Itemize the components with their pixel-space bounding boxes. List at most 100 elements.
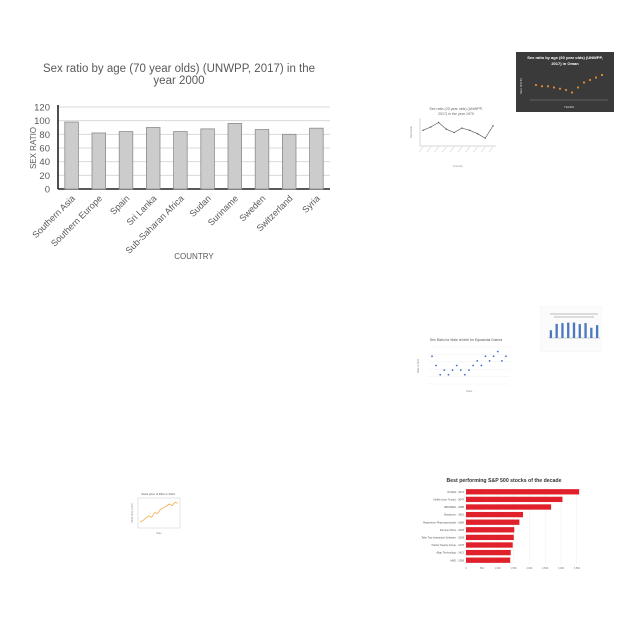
thumb-point (463, 373, 466, 376)
y-tick-label: 80 (39, 130, 50, 141)
thumb-x-axis-title: Years (466, 389, 473, 393)
bar (309, 127, 324, 190)
thumb-y-axis-title: Sex Ratio (409, 126, 413, 139)
y-tick-label: 40 (39, 157, 50, 168)
x-tick-label: Sudan (188, 193, 213, 218)
thumb-x-tick-label: 500 (480, 567, 485, 570)
bar (254, 129, 270, 190)
thumb-point (576, 86, 580, 89)
thumb-x-tick-label: 0 (465, 567, 467, 570)
thumb-bar (466, 527, 515, 533)
oman-scatter-thumbnail: Sex ratio by age (60 year olds) (UNWPP, 2… (516, 52, 614, 112)
thumb-bar (466, 542, 513, 548)
thumb-category-label: ABIOMED - 2688 (444, 505, 465, 509)
thumb-tick-mark (481, 146, 486, 153)
thumb-point (451, 369, 454, 372)
thumb-bar (466, 534, 514, 541)
thumb-tick-mark (442, 146, 447, 153)
male-population-chart-svg (539, 305, 603, 353)
thumb-y-axis-title: Stock Price (USD) (131, 503, 134, 523)
thumb-background (516, 52, 614, 112)
thumb-series-line (422, 122, 494, 139)
thumb-x-tick-label: 3,000 (558, 567, 565, 570)
thumb-point (430, 126, 432, 128)
chart-title-line: year 2000 (153, 75, 204, 87)
thumb-tick-mark (488, 146, 494, 153)
thumb-bar (595, 325, 599, 338)
thumb-point (435, 364, 438, 367)
thumb-bar (466, 549, 511, 556)
pg-stock-chart-svg: Stock price of P&G in 2013 Date Stock Pric… (131, 492, 181, 535)
thumb-category-label: Take Two Interactive Software - 1509 (421, 536, 464, 540)
thumb-point (422, 129, 424, 132)
thumb-category-label: Tractor Supply Group - 1475 (431, 543, 464, 547)
oman-chart-svg: Sex ratio by age (60 year olds) (UNWPP,2… (516, 52, 614, 112)
png-stock-line-thumbnail: Stock price of P&G in 2013 Date Stock Pric… (130, 490, 182, 536)
thumb-series-line (139, 501, 179, 523)
thumb-point (552, 86, 556, 89)
sp500-chart-svg: Best performing S&P 500 stocks of the de… (421, 478, 581, 570)
thumb-point (570, 91, 574, 94)
thumb-y-axis-title: Male at birth (416, 358, 420, 373)
thumb-point (540, 85, 544, 88)
chart-title-line: Sex ratio by age (70 year olds) (UNWPP, … (43, 63, 315, 75)
thumb-tick-mark (434, 146, 439, 153)
thumb-bar (466, 489, 580, 495)
thumb-bar (567, 322, 570, 338)
thumb-title: Best performing S&P 500 stocks of the de… (447, 478, 562, 484)
thumb-point (600, 73, 604, 77)
y-axis-title: SEX RATIO (29, 127, 38, 169)
thumb-y-axis-title: SEX RATIO (519, 77, 523, 93)
thumb-category-label: Netflix (now Trump) - 3047 (433, 498, 464, 502)
thumb-tick-mark (473, 146, 478, 153)
y-tick-label: 120 (34, 103, 50, 114)
line-1970-thumbnail: Sex ratio (20 year olds) (UNWPP, 2017) in… (408, 104, 500, 174)
thumb-point (476, 132, 479, 135)
thumb-x-tick-label: 3,500 (574, 567, 581, 570)
thumb-point (594, 76, 598, 79)
thumb-title: Sex ratio by age (60 year olds) (UNWPP, (527, 55, 603, 60)
thumb-point (455, 364, 458, 367)
x-axis-title: COUNTRY (174, 252, 214, 261)
y-tick-label: 0 (45, 185, 50, 196)
thumb-point (480, 364, 483, 367)
male-population-bar-thumbnail (539, 305, 603, 353)
equatorial-guinea-chart-svg: Sex Ratio for Male at birth for Equatori… (416, 338, 510, 393)
thumb-tick-mark (426, 146, 431, 153)
thumb-point (496, 350, 499, 353)
y-tick-label: 20 (39, 171, 50, 182)
thumb-point (558, 87, 562, 90)
thumb-bar (549, 330, 553, 338)
sex-ratio-bar-chart: Sex ratio by age (70 year olds) (UNWPP, … (0, 0, 330, 280)
thumb-x-axis-title: YEARS (564, 105, 574, 109)
bar (118, 131, 134, 190)
thumb-point (453, 131, 455, 134)
main-chart-svg: Sex ratio by age (70 year olds) (UNWPP, … (29, 63, 330, 261)
thumb-x-axis-title: Date (156, 532, 162, 535)
thumb-category-label: Align Technology - 1413 (436, 551, 464, 555)
y-tick-label: 60 (39, 144, 50, 155)
thumb-point (484, 355, 487, 358)
bar (64, 121, 79, 190)
thumb-point (445, 128, 448, 130)
thumb-title: Sex ratio (20 year olds) (UNWPP, (429, 107, 482, 111)
thumb-title: Sex Ratio for Male at birth for Equatori… (430, 338, 502, 342)
thumb-point (492, 355, 495, 358)
thumb-point (534, 83, 538, 87)
thumb-tick-mark (465, 146, 470, 153)
thumb-point (492, 125, 494, 127)
equatorial-guinea-scatter-thumbnail: Sex Ratio for Male at birth for Equatori… (414, 334, 514, 394)
thumb-plot-frame (137, 497, 181, 529)
thumb-point (472, 364, 475, 367)
x-tick-label: Southern Europe (49, 193, 104, 248)
thumb-category-label: NVIDIA - 3574 (447, 490, 464, 494)
thumb-bar (561, 323, 564, 338)
thumb-point (468, 369, 470, 372)
sp500-horizontal-bar-thumbnail: Best performing S&P 500 stocks of the de… (418, 474, 586, 574)
thumb-point (468, 129, 471, 132)
thumb-point (500, 359, 503, 362)
thumb-tick-mark (457, 146, 463, 153)
thumb-point (546, 85, 550, 88)
thumb-point (505, 355, 507, 358)
thumb-bar (555, 323, 558, 338)
